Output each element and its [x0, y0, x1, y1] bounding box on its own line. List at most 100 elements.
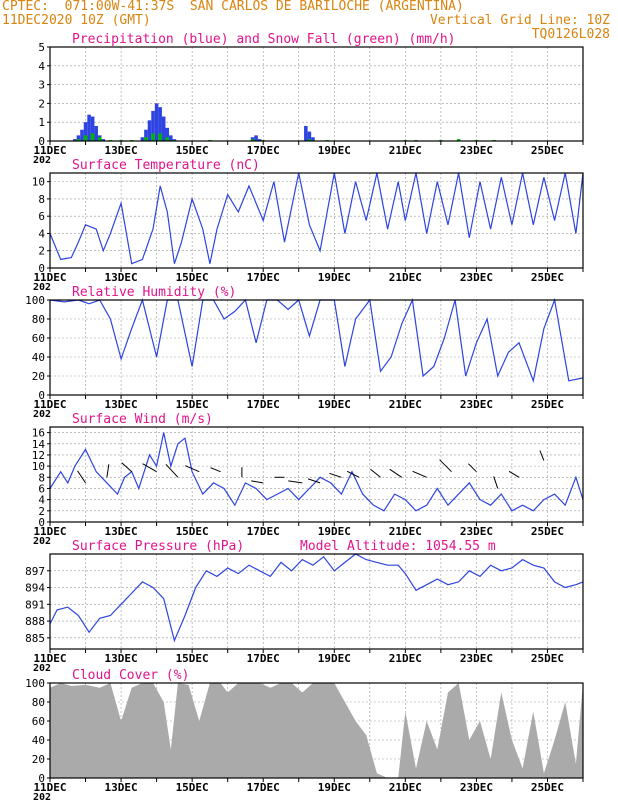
x-tick-label: 15DEC: [176, 652, 209, 665]
x-tick-label: 13DEC: [105, 525, 138, 538]
x-tick-label: 15DEC: [176, 144, 209, 157]
y-tick-label: 4: [38, 227, 45, 240]
snow-bar: [165, 137, 170, 141]
x-year-label: 202: [33, 282, 51, 293]
wind-arrow: [121, 462, 133, 473]
x-tick-label: 17DEC: [247, 652, 280, 665]
wind-arrow: [106, 464, 110, 478]
snow-bar: [97, 137, 102, 141]
wind-arrow: [165, 463, 179, 478]
panel-frame: [49, 299, 584, 396]
precip-bar: [83, 122, 88, 141]
x-tick-label: 17DEC: [247, 781, 280, 794]
wind-arrow: [468, 463, 477, 473]
x-year-label: 202: [33, 663, 51, 674]
snow-bar: [76, 139, 81, 141]
precip-bar: [311, 137, 315, 141]
x-tick-label: 23DEC: [460, 398, 493, 411]
x-tick-label: 23DEC: [460, 271, 493, 284]
snow-bar: [151, 133, 155, 141]
precip-bar: [101, 139, 106, 141]
x-tick-label: 23DEC: [460, 652, 493, 665]
x-tick-label: 17DEC: [247, 525, 280, 538]
wind-arrow: [210, 467, 221, 473]
x-tick-label: 13DEC: [105, 781, 138, 794]
x-tick-label: 21DEC: [389, 525, 422, 538]
wind-arrow: [77, 470, 86, 484]
wind-arrow: [412, 470, 427, 478]
grid-line-note: Vertical Grid Line: 10Z: [429, 13, 610, 28]
y-tick-label: 2: [38, 505, 45, 518]
x-tick-label: 23DEC: [460, 781, 493, 794]
y-tick-label: 12: [32, 449, 45, 462]
panel-frame: [49, 46, 584, 142]
x-tick-label: 19DEC: [318, 781, 351, 794]
precip-bar: [80, 129, 84, 141]
wind-arrow: [508, 470, 520, 478]
y-tick-label: 0: [38, 772, 45, 785]
x-year-label: 202: [33, 155, 51, 166]
x-year-label: 202: [33, 792, 51, 800]
y-tick-label: 0: [38, 135, 45, 148]
temp-line: [49, 172, 584, 265]
precip-bar: [90, 116, 95, 141]
wind-arrow: [370, 468, 381, 478]
x-tick-label: 21DEC: [389, 144, 422, 157]
pressure-line: [49, 553, 584, 643]
y-tick-label: 8: [38, 471, 45, 484]
x-tick-label: 25DEC: [531, 525, 564, 538]
y-tick-label: 0: [38, 516, 45, 529]
x-tick-label: 11DEC: [33, 398, 66, 411]
y-tick-label: 1: [38, 116, 45, 129]
snow-bar: [158, 133, 162, 141]
y-tick-label: 3: [38, 79, 45, 92]
snow-bar: [250, 139, 255, 141]
y-tick-label: 8: [38, 193, 45, 206]
y-tick-label: 6: [38, 210, 45, 223]
panel-title: Relative Humidity (%): [72, 285, 236, 300]
x-tick-label: 11DEC: [33, 271, 66, 284]
wind-arrow: [493, 476, 499, 489]
y-tick-label: 894: [25, 582, 45, 595]
x-tick-label: 19DEC: [318, 144, 351, 157]
y-tick-label: 16: [32, 427, 45, 440]
precip-bar: [165, 127, 170, 141]
y-tick-label: 60: [32, 332, 45, 345]
snow-bar: [456, 139, 461, 141]
precip-bar: [73, 139, 77, 141]
wind-arrow: [307, 478, 321, 484]
y-tick-label: 10: [32, 176, 45, 189]
x-tick-label: 21DEC: [389, 781, 422, 794]
panel-frame: [49, 172, 584, 269]
precip-bar: [76, 135, 81, 141]
x-tick-label: 25DEC: [531, 271, 564, 284]
wind-arrow: [288, 480, 303, 484]
y-tick-label: 2: [38, 245, 45, 258]
y-tick-label: 20: [32, 370, 45, 383]
y-tick-label: 80: [32, 313, 45, 326]
snow-bar: [83, 135, 88, 141]
wind-arrow: [346, 470, 360, 478]
panel-title: Surface Temperature (nC): [72, 158, 260, 173]
precip-bar: [144, 129, 148, 141]
wind-arrow: [539, 450, 545, 461]
y-tick-label: 4: [38, 494, 45, 507]
panel-title: Precipitation (blue) and Snow Fall (gree…: [72, 32, 456, 47]
run-datetime: 11DEC2020 10Z (GMT): [2, 13, 151, 28]
wind-arrow: [329, 472, 342, 478]
x-tick-label: 15DEC: [176, 781, 209, 794]
y-tick-label: 40: [32, 351, 45, 364]
wind-arrow: [251, 480, 264, 484]
chart-header: CPTEC: 071:00W-41:37S SAN CARLOS DE BARI…: [0, 0, 618, 46]
x-tick-label: 25DEC: [531, 398, 564, 411]
x-year-label: 202: [33, 409, 51, 420]
x-tick-label: 11DEC: [33, 781, 66, 794]
cloud-area: [50, 683, 583, 778]
x-tick-label: 13DEC: [105, 652, 138, 665]
y-tick-label: 0: [38, 389, 45, 402]
wind-arrow: [389, 468, 403, 478]
y-tick-label: 888: [25, 615, 45, 628]
panel-subtitle: Model Altitude: 1054.55 m: [300, 539, 496, 554]
x-tick-label: 13DEC: [105, 144, 138, 157]
y-tick-label: 891: [25, 598, 45, 611]
